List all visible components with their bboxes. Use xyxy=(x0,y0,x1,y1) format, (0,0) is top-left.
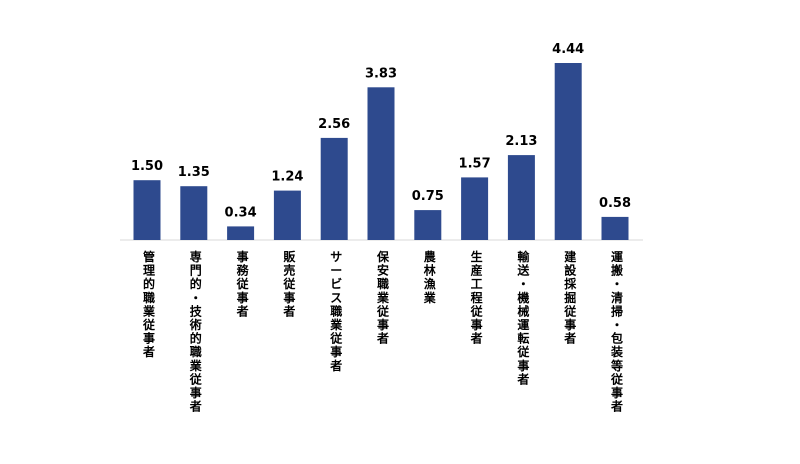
bar-10 xyxy=(554,63,582,240)
bar-6 xyxy=(367,87,395,240)
value-label-2: 1.35 xyxy=(178,165,210,180)
bar-11 xyxy=(601,216,629,240)
category-label-7: 農林漁業 xyxy=(423,249,437,305)
category-label-10: 建設採掘従事者 xyxy=(563,249,577,346)
value-label-3: 0.34 xyxy=(225,205,257,220)
category-label-8: 生産工程従事者 xyxy=(470,249,484,346)
value-label-1: 1.50 xyxy=(131,159,163,174)
value-label-11: 0.58 xyxy=(599,196,631,211)
bar-2 xyxy=(180,186,208,240)
bar-7 xyxy=(414,210,442,240)
category-label-2: 専門的・技術的職業従事者 xyxy=(189,249,203,414)
category-label-1: 管理的職業従事者 xyxy=(142,249,156,359)
value-label-10: 4.44 xyxy=(552,42,584,57)
category-label-5: サービス職業従事者 xyxy=(329,250,343,373)
value-label-9: 2.13 xyxy=(505,134,537,149)
bar-8 xyxy=(461,177,489,240)
category-label-3: 事務従事者 xyxy=(236,249,250,318)
bar-3 xyxy=(227,226,255,240)
value-label-6: 3.83 xyxy=(365,66,397,81)
bar-9 xyxy=(507,155,535,240)
value-label-7: 0.75 xyxy=(412,189,444,204)
category-label-11: 運搬・清掃・包装等従事者 xyxy=(610,250,624,414)
bar-4 xyxy=(273,190,301,240)
value-label-5: 2.56 xyxy=(318,117,350,132)
bar-5 xyxy=(320,137,348,240)
category-label-9: 輸送・機械運転従事者 xyxy=(516,249,530,386)
category-label-6: 保安職業従事者 xyxy=(376,249,390,346)
value-label-4: 1.24 xyxy=(271,170,303,185)
value-label-8: 1.57 xyxy=(459,156,491,171)
category-label-4: 販売従事者 xyxy=(282,249,296,318)
bar-1 xyxy=(133,180,161,240)
